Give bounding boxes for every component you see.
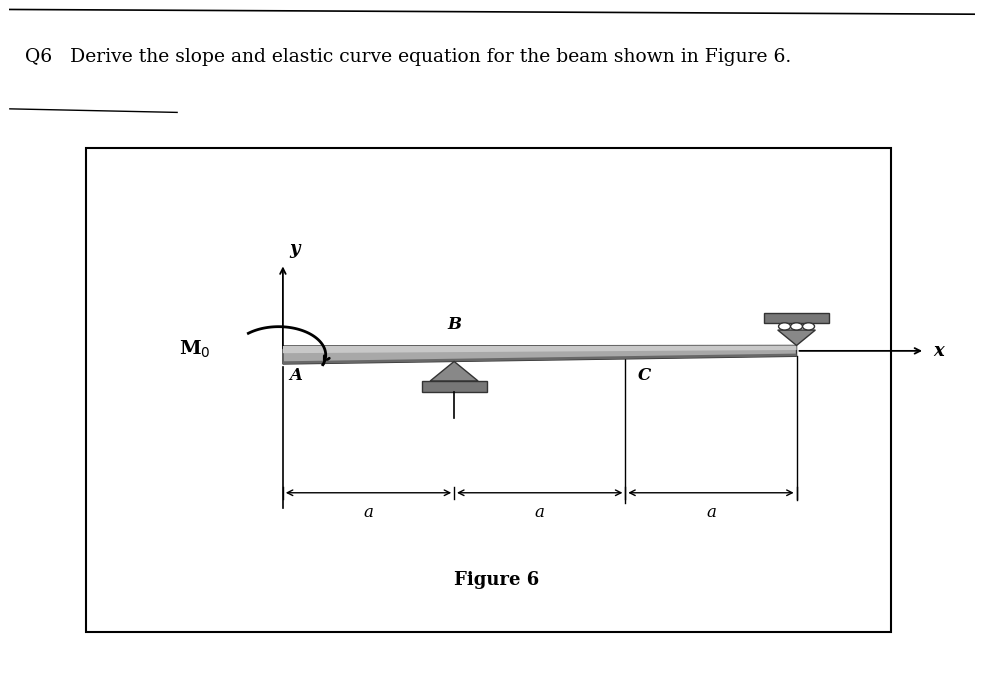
Polygon shape [283, 345, 797, 364]
Text: a: a [363, 504, 374, 521]
Circle shape [803, 323, 815, 330]
Text: y: y [289, 240, 300, 258]
Circle shape [778, 323, 790, 330]
Text: B: B [447, 316, 461, 333]
Text: a: a [534, 504, 545, 521]
Text: Figure 6: Figure 6 [455, 571, 539, 590]
Text: a: a [706, 504, 716, 521]
Circle shape [790, 323, 803, 330]
Text: x: x [934, 342, 945, 360]
Polygon shape [430, 361, 478, 381]
Text: C: C [639, 367, 651, 383]
Polygon shape [777, 330, 816, 345]
Bar [764, 313, 830, 323]
Bar [421, 381, 487, 393]
Polygon shape [283, 354, 797, 364]
Text: Q6   Derive the slope and elastic curve equation for the beam shown in Figure 6.: Q6 Derive the slope and elastic curve eq… [25, 48, 791, 66]
Text: A: A [289, 367, 303, 383]
Text: D: D [801, 313, 815, 331]
Text: M$_0$: M$_0$ [179, 339, 211, 361]
Polygon shape [283, 345, 797, 353]
